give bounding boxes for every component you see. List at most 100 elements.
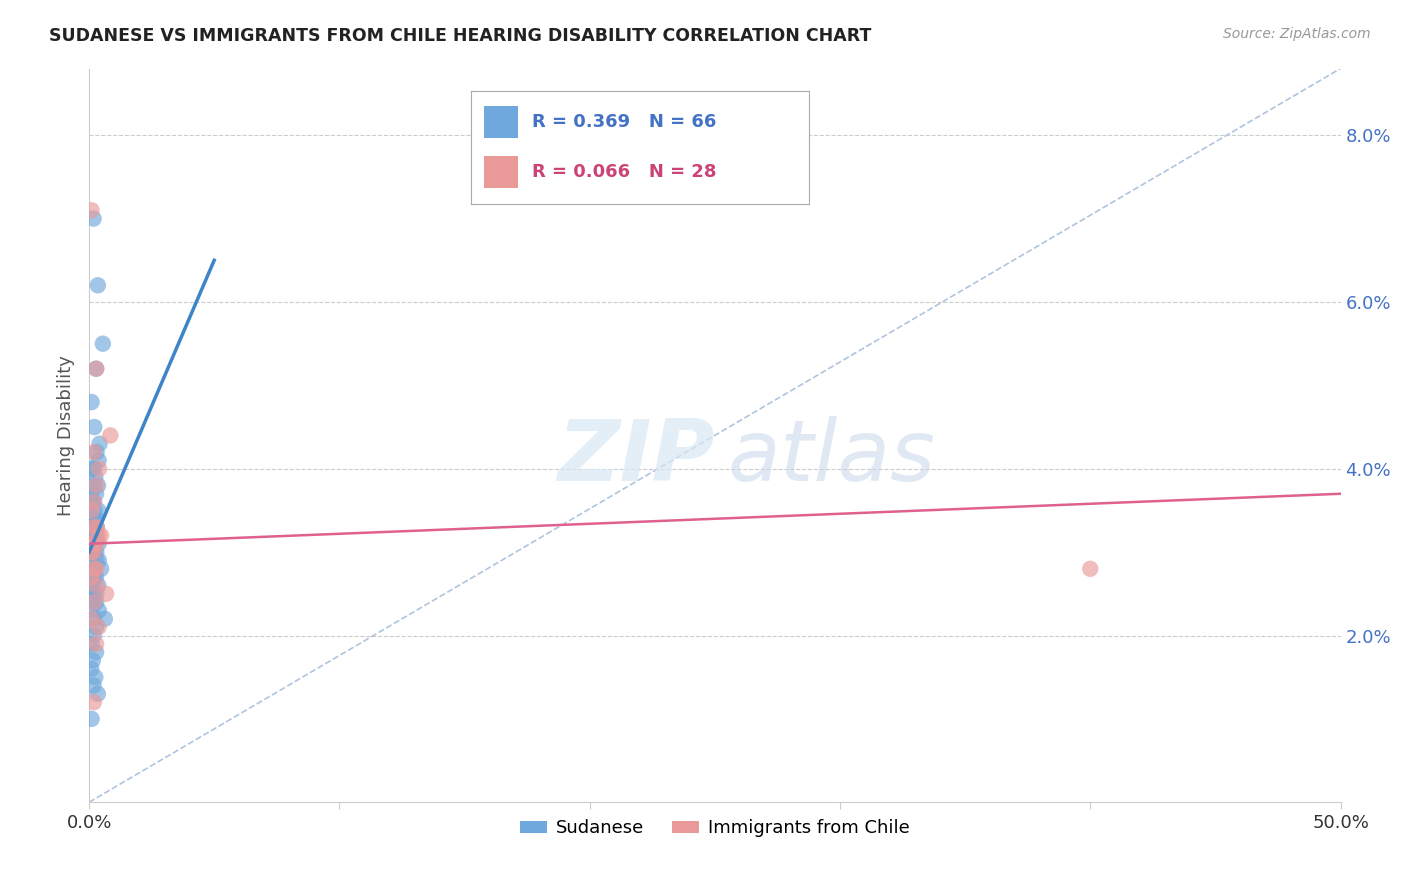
Point [86, 545, 108, 559]
Point [86, 553, 108, 567]
Point [84, 470, 107, 484]
Point [83, 445, 105, 459]
Point [83, 520, 105, 534]
Point [86, 587, 108, 601]
Point [87, 603, 110, 617]
Point [83, 520, 105, 534]
Point [86, 595, 108, 609]
Point [83, 545, 105, 559]
Point [83, 679, 105, 693]
Legend: Sudanese, Immigrants from Chile: Sudanese, Immigrants from Chile [513, 812, 917, 845]
Point [1078, 562, 1101, 576]
Point [83, 495, 105, 509]
Point [80, 578, 103, 592]
Point [87, 503, 110, 517]
Point [80, 545, 103, 559]
Point [80, 603, 103, 617]
Point [80, 512, 103, 526]
Point [90, 528, 112, 542]
Point [84, 528, 107, 542]
Point [83, 612, 105, 626]
Point [94, 612, 117, 626]
Point [80, 712, 103, 726]
Point [80, 495, 103, 509]
Point [83, 595, 105, 609]
Point [87, 478, 110, 492]
Point [80, 553, 103, 567]
Point [80, 395, 103, 409]
Point [80, 487, 103, 501]
Point [86, 520, 108, 534]
Point [83, 545, 105, 559]
Point [83, 512, 105, 526]
Y-axis label: Hearing Disability: Hearing Disability [58, 355, 75, 516]
Point [80, 570, 103, 584]
Point [86, 478, 108, 492]
Point [86, 537, 108, 551]
Point [83, 528, 105, 542]
Point [89, 436, 111, 450]
Point [80, 545, 103, 559]
Text: Source: ZipAtlas.com: Source: ZipAtlas.com [1223, 27, 1371, 41]
Point [83, 570, 105, 584]
Point [83, 537, 105, 551]
Point [82, 653, 104, 667]
Point [83, 595, 105, 609]
Point [86, 578, 108, 592]
Point [90, 562, 112, 576]
Point [80, 570, 103, 584]
Point [84, 487, 107, 501]
Point [87, 462, 110, 476]
Text: ZIP: ZIP [557, 416, 714, 499]
Point [80, 503, 103, 517]
Point [84, 361, 107, 376]
Point [80, 203, 103, 218]
Point [84, 637, 107, 651]
Point [83, 628, 105, 642]
Point [86, 562, 108, 576]
Point [83, 537, 105, 551]
Point [80, 528, 103, 542]
Point [80, 520, 103, 534]
Point [86, 520, 108, 534]
Point [87, 578, 110, 592]
Point [84, 620, 107, 634]
Point [80, 637, 103, 651]
Point [87, 453, 110, 467]
Point [83, 695, 105, 709]
Point [91, 336, 114, 351]
Text: atlas: atlas [727, 416, 935, 499]
Point [83, 562, 105, 576]
Point [83, 537, 105, 551]
Point [84, 570, 107, 584]
Point [84, 670, 107, 684]
Point [84, 645, 107, 659]
Point [83, 503, 105, 517]
Point [87, 553, 110, 567]
Point [83, 587, 105, 601]
Point [80, 545, 103, 559]
Point [83, 495, 105, 509]
Point [87, 687, 110, 701]
Point [87, 528, 110, 542]
Text: SUDANESE VS IMMIGRANTS FROM CHILE HEARING DISABILITY CORRELATION CHART: SUDANESE VS IMMIGRANTS FROM CHILE HEARIN… [49, 27, 872, 45]
Point [80, 612, 103, 626]
Point [98, 428, 121, 442]
Point [87, 537, 110, 551]
Point [80, 587, 103, 601]
Point [83, 462, 105, 476]
Point [80, 662, 103, 676]
Point [83, 545, 105, 559]
Point [94, 587, 117, 601]
Point [86, 445, 108, 459]
Point [87, 278, 110, 293]
Point [83, 478, 105, 492]
Point [83, 562, 105, 576]
Point [86, 512, 108, 526]
Point [83, 420, 105, 434]
Point [80, 537, 103, 551]
Point [86, 361, 108, 376]
Point [83, 211, 105, 226]
Point [87, 620, 110, 634]
Point [80, 462, 103, 476]
